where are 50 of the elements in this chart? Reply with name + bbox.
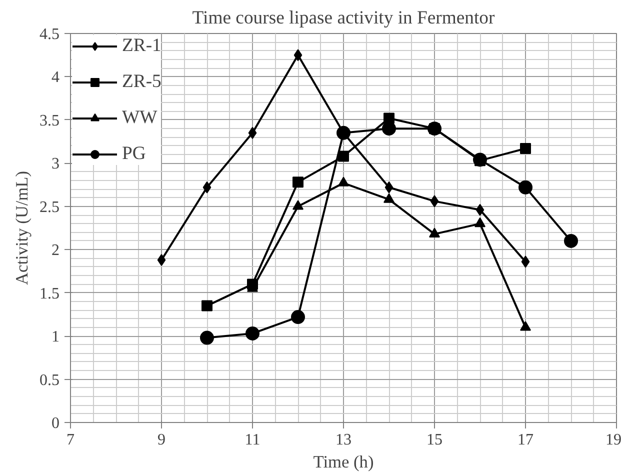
point [157,254,166,266]
point [384,112,394,124]
point [518,180,532,194]
point [384,181,394,194]
x-tick-label: 19 [606,432,621,448]
point [294,49,302,62]
y-axis-title: Activity (U/mL) [12,170,32,286]
point [430,195,439,208]
y-tick-label: 2.5 [40,198,60,216]
point [384,193,394,203]
x-tick-label: 13 [336,432,352,448]
y-tick-label: 2 [52,242,60,260]
point [520,142,531,154]
y-tick-label: 3 [52,156,60,173]
point [291,310,305,324]
x-tick-label: 9 [158,432,166,448]
y-tick-label: 1.5 [40,285,60,302]
legend-label: WW [122,107,158,129]
point [338,176,349,186]
point [202,300,212,312]
legend-label: PG [122,143,146,165]
point [200,330,214,345]
legend-label: ZR-1 [122,35,162,57]
point [246,326,260,340]
point [338,150,349,162]
x-tick-label: 7 [66,432,74,448]
point [473,152,487,167]
x-tick-label: 11 [244,432,260,448]
y-tick-label: 0.5 [40,372,60,389]
y-tick-label: 1 [52,328,60,346]
x-tick-label: 15 [426,432,442,448]
point [248,126,257,139]
x-axis-title: Time (h) [313,452,374,472]
point [382,122,396,136]
point [521,256,530,268]
point [429,228,440,238]
legend-label: ZR-5 [122,71,162,93]
point [564,234,578,248]
point [292,176,304,188]
y-tick-label: 3.5 [40,112,60,130]
y-tick-label: 4.5 [40,26,60,43]
y-tick-label: 0 [52,415,60,432]
point [202,181,212,194]
y-tick-label: 4 [52,69,60,86]
point [476,204,484,216]
x-tick-label: 17 [518,432,534,448]
point [474,217,486,228]
point [520,321,531,331]
chart-title: Time course lipase activity in Fermentor [192,8,496,28]
point [292,200,304,210]
